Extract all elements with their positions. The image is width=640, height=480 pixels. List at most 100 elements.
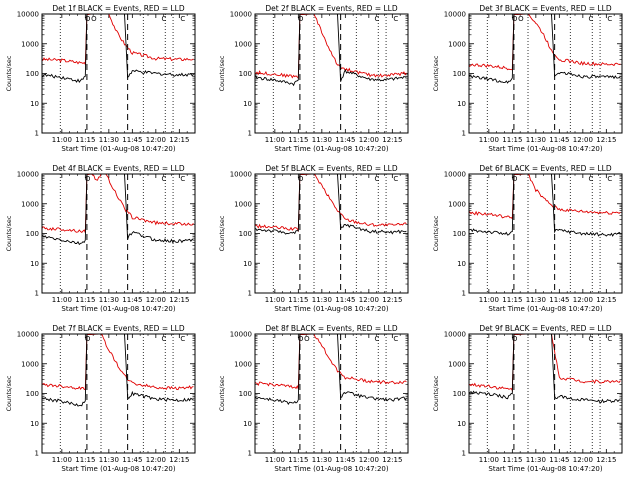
- spike-letter: O: [512, 175, 518, 183]
- y-tick-label: 1: [248, 450, 252, 458]
- y-tick-label: 1000: [234, 200, 252, 208]
- y-tick-label: 100: [453, 70, 466, 78]
- spike-letter: O: [512, 335, 518, 343]
- y-tick-label: 1000: [448, 40, 466, 48]
- x-tick-label: 11:30: [526, 296, 546, 304]
- x-tick-label: 11:15: [75, 296, 95, 304]
- x-tick-label: 12:00: [573, 296, 593, 304]
- series-group: [42, 334, 194, 407]
- spike-letter: O: [85, 335, 91, 343]
- x-tick-label: 11:15: [288, 296, 308, 304]
- series-group: [255, 334, 407, 405]
- marker-letter: C: [589, 15, 594, 23]
- series-line: [469, 174, 621, 237]
- marker-letter: C: [607, 15, 612, 23]
- chart-panel: Det 1f BLACK = Events, RED = LLD Counts/s…: [5, 4, 196, 153]
- x-tick-label: 11:45: [549, 456, 569, 464]
- x-axis-label: Start Time (01-Aug-08 10:47:20): [274, 305, 388, 313]
- y-tick-label: 1000: [21, 360, 39, 368]
- y-tick-label: 100: [239, 390, 252, 398]
- chart-title: Det 9f BLACK = Events, RED = LLD: [479, 324, 612, 333]
- plot-frame: [468, 13, 623, 134]
- x-tick-label: 12:15: [596, 136, 616, 144]
- x-tick-label: 11:45: [335, 296, 355, 304]
- x-tick-label: 11:00: [52, 136, 72, 144]
- y-tick-label: 100: [453, 230, 466, 238]
- series-group: [255, 14, 407, 87]
- marker-letter: C: [393, 335, 398, 343]
- series-line: [255, 174, 407, 233]
- marker-letter: C: [589, 335, 594, 343]
- plot-frame: [41, 13, 196, 134]
- y-axis-label: Counts/sec: [5, 375, 13, 411]
- x-axis-label: Start Time (01-Aug-08 10:47:20): [61, 305, 175, 313]
- x-tick-label: 11:00: [479, 456, 499, 464]
- series-line: [42, 14, 194, 83]
- spike-letter: O: [298, 175, 304, 183]
- series-line: [42, 14, 194, 66]
- x-tick-label: 11:00: [265, 136, 285, 144]
- y-tick-label: 10: [243, 260, 252, 268]
- chart-title: Det 2f BLACK = Events, RED = LLD: [265, 4, 398, 13]
- x-tick-label: 11:45: [549, 296, 569, 304]
- x-tick-label: 12:15: [596, 296, 616, 304]
- plot-frame: [468, 333, 623, 454]
- y-tick-label: 10000: [17, 331, 39, 339]
- x-tick-label: 11:45: [122, 456, 142, 464]
- y-tick-label: 1: [462, 290, 466, 298]
- chart-panel: Det 9f BLACK = Events, RED = LLD Counts/s…: [432, 324, 623, 473]
- x-tick-label: 11:45: [335, 456, 355, 464]
- x-tick-label: 11:45: [122, 136, 142, 144]
- y-tick-label: 10: [30, 420, 39, 428]
- spike-letter: O: [518, 15, 524, 23]
- chart-panel: Det 5f BLACK = Events, RED = LLD Counts/s…: [218, 164, 409, 313]
- y-tick-label: 1000: [21, 40, 39, 48]
- series-line: [255, 334, 407, 405]
- x-tick-label: 12:00: [146, 456, 166, 464]
- chart-title: Det 5f BLACK = Events, RED = LLD: [265, 164, 398, 173]
- y-tick-label: 10000: [444, 171, 466, 179]
- y-tick-label: 10: [457, 420, 466, 428]
- x-tick-label: 11:30: [312, 136, 332, 144]
- marker-letter: C: [607, 175, 612, 183]
- x-tick-label: 12:00: [573, 456, 593, 464]
- chart-panel: Det 2f BLACK = Events, RED = LLD Counts/s…: [218, 4, 409, 153]
- chart-panel: Det 8f BLACK = Events, RED = LLD Counts/s…: [218, 324, 409, 473]
- y-tick-label: 100: [453, 390, 466, 398]
- x-tick-label: 11:45: [549, 136, 569, 144]
- x-tick-label: 11:00: [479, 296, 499, 304]
- y-axis-label: Counts/sec: [432, 55, 440, 91]
- x-tick-label: 11:30: [99, 136, 119, 144]
- chart-panel: Det 7f BLACK = Events, RED = LLD Counts/s…: [5, 324, 196, 473]
- chart-title: Det 7f BLACK = Events, RED = LLD: [52, 324, 185, 333]
- y-tick-label: 10000: [230, 331, 252, 339]
- series-group: [42, 174, 194, 246]
- x-tick-label: 11:30: [312, 456, 332, 464]
- x-tick-label: 12:00: [573, 136, 593, 144]
- y-tick-label: 1000: [234, 40, 252, 48]
- spike-letter: O: [91, 15, 97, 23]
- x-axis-label: Start Time (01-Aug-08 10:47:20): [274, 465, 388, 473]
- x-tick-label: 12:15: [169, 296, 189, 304]
- marker-letter: C: [162, 335, 167, 343]
- series-line: [42, 334, 194, 407]
- y-axis-label: Counts/sec: [5, 55, 13, 91]
- y-tick-label: 10000: [17, 11, 39, 19]
- series-line: [469, 174, 621, 220]
- x-tick-label: 11:15: [75, 456, 95, 464]
- y-tick-label: 100: [26, 390, 39, 398]
- chart-panel: Det 4f BLACK = Events, RED = LLD Counts/s…: [5, 164, 196, 313]
- x-tick-label: 11:15: [288, 136, 308, 144]
- x-tick-label: 11:15: [502, 456, 522, 464]
- x-tick-label: 11:30: [312, 296, 332, 304]
- y-tick-label: 100: [239, 70, 252, 78]
- x-axis-label: Start Time (01-Aug-08 10:47:20): [488, 305, 602, 313]
- plot-frame: [41, 333, 196, 454]
- x-tick-label: 12:15: [382, 456, 402, 464]
- plot-frame: [254, 333, 409, 454]
- marker-letter: C: [180, 175, 185, 183]
- marker-letter: C: [393, 15, 398, 23]
- x-tick-label: 11:15: [502, 136, 522, 144]
- x-tick-label: 11:00: [52, 296, 72, 304]
